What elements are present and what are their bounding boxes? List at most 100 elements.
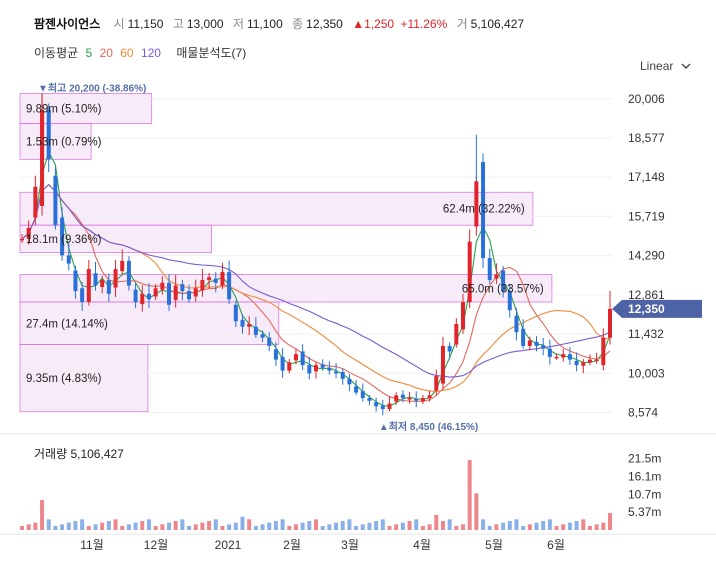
candle-body <box>447 345 452 352</box>
ma5-toggle[interactable]: 5 <box>85 46 93 60</box>
volume-bar <box>173 521 178 530</box>
volume-bar <box>93 524 98 530</box>
candle-body <box>420 398 425 402</box>
candle-body <box>320 364 325 368</box>
ma20-toggle[interactable]: 20 <box>99 46 113 60</box>
candle-body <box>207 277 212 281</box>
candle-body <box>527 340 532 346</box>
volume-bar <box>581 519 586 530</box>
candle-body <box>167 282 171 305</box>
candle-body <box>120 260 125 272</box>
low-label: 저 <box>232 17 244 31</box>
volume-bar <box>113 519 118 530</box>
quote-row: 팜젠사이언스 시 11,150 고 13,000 저 11,100 종 12,350 ▲… <box>34 15 530 32</box>
price-tick: 20,006 <box>628 92 665 106</box>
candle-body <box>86 269 91 303</box>
time-tick: 5월 <box>485 538 503 552</box>
volume-bar <box>481 519 486 530</box>
volume-bar <box>567 522 572 530</box>
volume-bar <box>534 522 539 530</box>
price-tick: 15,719 <box>628 209 665 223</box>
volume-bar <box>227 524 232 530</box>
volume-bar <box>374 521 379 530</box>
close-value: 12,350 <box>306 17 343 31</box>
candle-body <box>227 271 232 300</box>
price-tick: 18,577 <box>628 131 665 145</box>
volume-bar <box>494 524 499 530</box>
candle-body <box>347 378 352 385</box>
close-label: 종 <box>292 17 304 31</box>
scale-dropdown[interactable]: Linear <box>640 59 691 73</box>
candle-body <box>267 337 272 346</box>
volume-bar <box>380 519 385 530</box>
volume-tick: 21.5m <box>628 451 661 465</box>
candle-body <box>240 319 245 327</box>
ma120-toggle[interactable]: 120 <box>140 46 161 60</box>
candle-body <box>20 238 24 241</box>
moving-average-title[interactable]: 이동평균 <box>34 46 79 60</box>
time-tick: 3월 <box>341 538 359 552</box>
open-value: 11,150 <box>127 17 164 31</box>
volume-bar <box>521 526 526 530</box>
volume-bar <box>220 526 225 530</box>
candle-body <box>180 284 185 292</box>
volume-zone-label: 65.0m (33.57%) <box>462 283 544 295</box>
volume-bar <box>601 522 606 530</box>
volume-bar <box>354 526 359 530</box>
candle-body <box>534 341 539 346</box>
volume-bar <box>387 526 392 530</box>
volume-zone-label: 27.4m (14.14%) <box>26 318 108 330</box>
volume-bar <box>594 524 599 530</box>
candle-body <box>160 282 165 290</box>
max-price-label: ▼최고 20,200 (-38.86%) <box>38 81 146 94</box>
stock-name[interactable]: 팜젠사이언스 <box>34 17 101 31</box>
volume-bar <box>293 524 298 530</box>
time-axis: 11월 12월 2021 2월 3월 4월 5월 6월 <box>0 533 716 552</box>
candle-body <box>360 391 365 399</box>
volume-tick: 16.1m <box>628 469 661 483</box>
candle-body <box>140 293 145 305</box>
time-tick: 11월 <box>80 538 104 552</box>
ma60-toggle[interactable]: 60 <box>120 46 134 60</box>
volume-bar <box>233 522 238 530</box>
volume-bar <box>193 524 198 530</box>
volume-bar <box>360 524 365 530</box>
time-tick: 12월 <box>144 538 168 552</box>
volume-profile-labels: 9.89m (5.10%) 1.53m (0.79%) 62.4m (32.22%)… <box>26 104 544 386</box>
volume-bar <box>153 526 158 530</box>
candle-body <box>567 354 572 360</box>
volume-bar <box>314 519 318 530</box>
volume-bar <box>440 521 445 530</box>
candle-body <box>594 359 599 362</box>
volume-panel: 거래량 5,106,427 21.5m 16.1m 10.7m 5.37m <box>0 433 716 530</box>
volume-bar <box>334 522 339 530</box>
volume-bar <box>414 519 419 530</box>
volume-bar <box>327 524 332 530</box>
volume-bar <box>106 521 111 530</box>
volume-bar <box>554 526 559 530</box>
volume-bar <box>307 521 312 530</box>
volume-bar <box>180 519 185 530</box>
candle-body <box>521 328 526 346</box>
price-tick: 14,290 <box>628 249 665 263</box>
candle-body <box>247 323 252 327</box>
volume-profile-toggle[interactable]: 매물분석도(7) <box>176 46 247 60</box>
open-label: 시 <box>113 17 125 31</box>
time-tick: 2월 <box>283 538 301 552</box>
volume-bar <box>40 500 45 530</box>
volume-bar <box>100 522 105 530</box>
candle-body <box>334 371 339 374</box>
candle-body <box>113 269 118 288</box>
volume-bar <box>474 493 479 530</box>
candle-body <box>367 398 372 401</box>
candle-body <box>233 304 238 322</box>
candle-body <box>440 345 445 384</box>
volume-label: 거 <box>456 17 468 31</box>
candle-body <box>66 255 71 264</box>
candle-body <box>253 326 258 335</box>
candle-body <box>427 395 432 399</box>
candle-body <box>200 280 205 291</box>
volume-bar <box>407 521 412 530</box>
low-value: 11,100 <box>246 17 283 31</box>
